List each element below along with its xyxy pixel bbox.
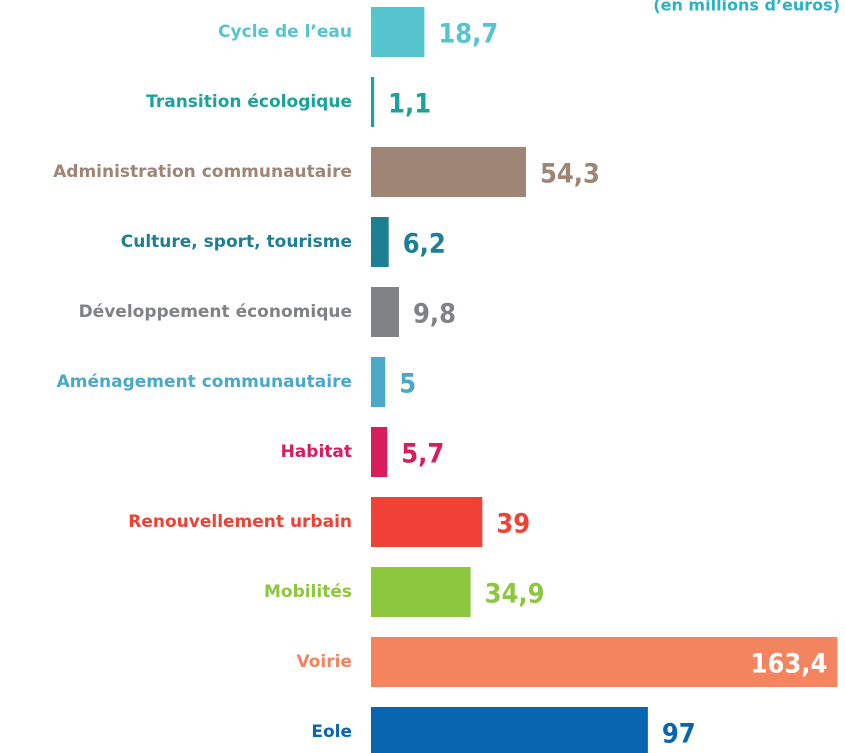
bar — [371, 637, 838, 687]
value-label: 5 — [399, 369, 416, 400]
chart-subtitle: (en millions d’euros) — [653, 0, 840, 15]
category-label: Renouvellement urbain — [128, 512, 352, 532]
bar — [371, 147, 527, 197]
category-label: Cycle de l’eau — [218, 22, 352, 42]
bar — [371, 427, 388, 477]
category-label: Transition écologique — [146, 92, 352, 112]
value-label: 97 — [662, 719, 696, 750]
value-label: 34,9 — [485, 579, 545, 610]
bar — [371, 217, 389, 267]
bar — [371, 497, 483, 547]
category-label: Culture, sport, tourisme — [121, 232, 352, 252]
category-label: Aménagement communautaire — [57, 372, 352, 392]
bar — [371, 287, 399, 337]
bar — [371, 707, 648, 753]
value-label: 5,7 — [401, 439, 444, 470]
value-label: 6,2 — [403, 229, 446, 260]
category-label: Administration communautaire — [53, 162, 352, 182]
bar — [371, 7, 425, 57]
category-label: Habitat — [281, 442, 352, 462]
value-label: 18,7 — [438, 19, 498, 50]
category-label: Voirie — [297, 652, 352, 672]
category-label: Eole — [311, 722, 352, 742]
bar — [371, 357, 386, 407]
value-label: 39 — [496, 509, 530, 540]
value-label: 9,8 — [413, 299, 456, 330]
value-label: 1,1 — [388, 89, 431, 120]
value-label: 163,4 — [751, 649, 828, 680]
value-label: 54,3 — [540, 159, 600, 190]
category-label: Développement économique — [79, 302, 352, 322]
bar — [371, 567, 471, 617]
category-label: Mobilités — [264, 582, 352, 602]
bar — [371, 77, 375, 127]
